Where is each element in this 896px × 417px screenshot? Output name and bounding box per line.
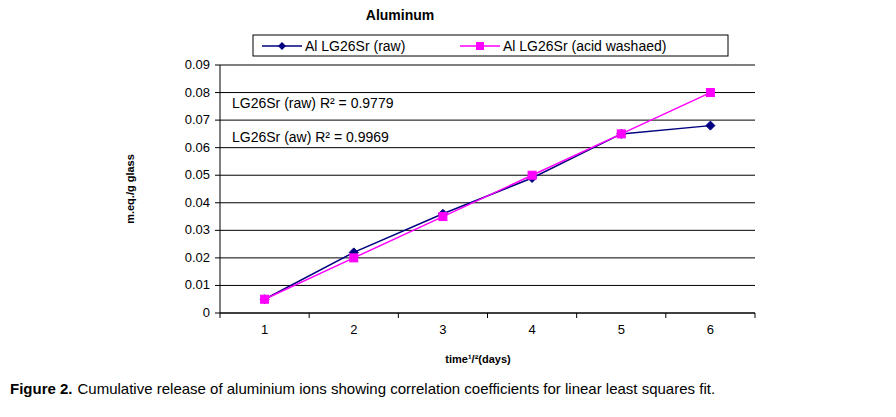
grid-line — [220, 257, 755, 258]
x-tick — [309, 313, 310, 318]
y-tick — [215, 230, 220, 231]
marker — [350, 254, 358, 262]
y-tick — [215, 257, 220, 258]
marker — [706, 121, 715, 130]
grid-line — [220, 65, 755, 66]
legend-label: Al LG26Sr (acid washaed) — [503, 38, 666, 54]
y-tick-label: 0.02 — [185, 250, 210, 265]
y-tick-label: 0.01 — [185, 277, 210, 292]
y-axis — [220, 65, 221, 313]
y-tick-label: 0.03 — [185, 222, 210, 237]
marker — [617, 130, 625, 138]
legend: Al LG26Sr (raw) Al LG26Sr (acid washaed) — [253, 35, 728, 56]
x-tick-label: 2 — [350, 322, 357, 337]
grid-line — [220, 175, 755, 176]
plot-area — [260, 89, 715, 304]
x-tick — [487, 313, 488, 318]
annotation: LG26Sr (aw) R² = 0.9969 — [232, 129, 389, 145]
marker — [617, 129, 626, 138]
y-tick — [215, 147, 220, 148]
x-tick-label: 1 — [261, 322, 268, 337]
x-tick-label: 3 — [439, 322, 446, 337]
x-tick — [576, 313, 577, 318]
y-tick-label: 0.05 — [185, 167, 210, 182]
x-tick — [665, 313, 666, 318]
marker — [261, 295, 269, 303]
grid-line — [220, 147, 755, 148]
y-tick — [215, 175, 220, 176]
x-tick — [220, 313, 221, 318]
x-tick — [755, 313, 756, 318]
y-tick — [215, 120, 220, 121]
marker — [439, 213, 447, 221]
grid-line — [220, 120, 755, 121]
legend-symbol — [278, 42, 286, 50]
y-tick — [215, 313, 220, 314]
chart-title: Aluminum — [366, 7, 434, 23]
x-tick-label: 5 — [618, 322, 625, 337]
chart-svg: Aluminum 0 0.01 0.02 0.03 0.04 0.05 0.06 0.07 0.0… — [0, 0, 896, 417]
grid-line — [220, 285, 755, 286]
legend-box — [253, 35, 728, 56]
marker — [260, 295, 269, 304]
y-axis-label: m.eq./g glass — [124, 154, 136, 224]
series-line — [265, 126, 711, 300]
y-tick-label: 0.07 — [185, 112, 210, 127]
caption-text: Cumulative release of aluminium ions sho… — [78, 380, 716, 397]
caption-label: Figure 2. — [10, 380, 73, 397]
y-tick-label: 0.06 — [185, 140, 210, 155]
y-tick-label: 0 — [203, 305, 210, 320]
x-tick — [398, 313, 399, 318]
y-tick — [215, 285, 220, 286]
marker — [706, 89, 714, 97]
grid-line — [220, 92, 755, 93]
legend-label: Al LG26Sr (raw) — [305, 38, 405, 54]
y-tick — [215, 202, 220, 203]
series-line — [265, 93, 711, 300]
marker — [528, 171, 536, 179]
y-tick-label: 0.09 — [185, 57, 210, 72]
x-tick-label: 4 — [528, 322, 535, 337]
caption: Figure 2. Cumulative release of aluminium… — [10, 380, 715, 397]
grid-line — [220, 202, 755, 203]
y-tick — [215, 65, 220, 66]
x-tick-label: 6 — [707, 322, 714, 337]
y-tick — [215, 92, 220, 93]
legend-symbol — [476, 42, 484, 50]
annotation: LG26Sr (raw) R² = 0.9779 — [232, 95, 394, 111]
x-axis-label: time¹/²(days) — [445, 353, 511, 365]
y-tick-label: 0.08 — [185, 85, 210, 100]
legend-marker — [476, 42, 484, 50]
grid-line — [220, 230, 755, 231]
legend-marker — [278, 42, 286, 50]
y-tick-label: 0.04 — [185, 195, 210, 210]
